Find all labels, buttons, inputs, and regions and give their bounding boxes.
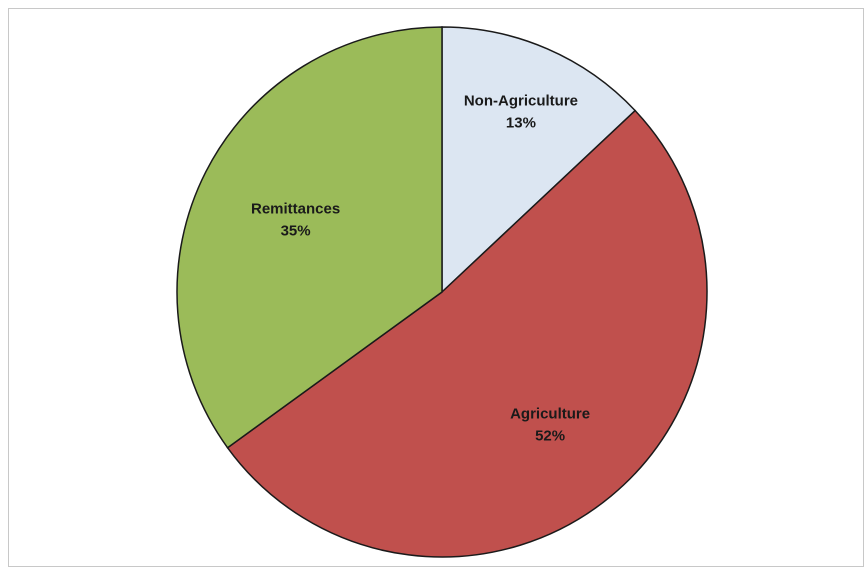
- pie-slice-agriculture: [226, 109, 708, 558]
- pie-slice-remittances: [176, 26, 443, 449]
- slice-percent-non-agriculture: 13%: [506, 115, 536, 132]
- slice-label-remittances: Remittances: [251, 200, 340, 217]
- pie-slice-non-agriculture: [441, 26, 637, 294]
- slice-label-agriculture: Agriculture: [510, 406, 590, 423]
- slice-percent-agriculture: 52%: [535, 428, 565, 445]
- slice-label-non-agriculture: Non-Agriculture: [464, 93, 578, 110]
- slice-percent-remittances: 35%: [281, 222, 311, 239]
